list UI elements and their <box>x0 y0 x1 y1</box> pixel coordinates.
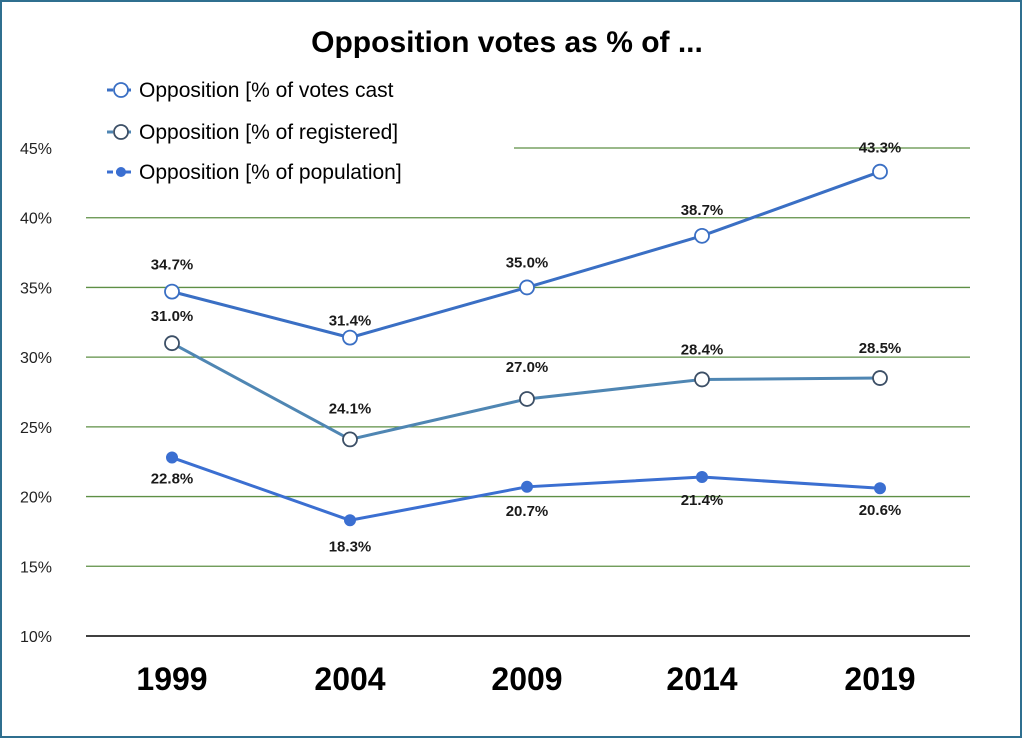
legend-label: Opposition [% of population] <box>139 161 402 184</box>
chart-title: Opposition votes as % of ... <box>311 26 703 59</box>
legend-swatch-marker <box>116 167 126 177</box>
data-label: 28.5% <box>859 340 902 357</box>
data-point <box>694 371 710 388</box>
data-point <box>164 335 180 352</box>
y-tick-label: 10% <box>20 629 52 646</box>
legend-label: Opposition [% of votes cast <box>139 79 394 102</box>
data-label: 31.0% <box>151 308 194 325</box>
x-tick-label: 2009 <box>491 661 562 697</box>
x-tick-label: 2004 <box>314 661 385 697</box>
y-tick-label: 45% <box>20 141 52 158</box>
x-axis-ticks: 1999 2004 2009 2014 2019 <box>136 661 915 697</box>
x-tick-label: 2019 <box>844 661 915 697</box>
y-tick-label: 35% <box>20 280 52 297</box>
data-point <box>872 163 888 180</box>
legend-swatch-marker <box>113 82 129 98</box>
data-point <box>344 514 356 527</box>
y-tick-label: 40% <box>20 211 52 228</box>
data-label: 27.0% <box>506 359 549 376</box>
data-point <box>521 480 533 493</box>
legend: Opposition [% of votes cast Opposition [%… <box>107 79 402 184</box>
x-tick-label: 2014 <box>666 661 737 697</box>
y-tick-label: 15% <box>20 559 52 576</box>
data-label: 35.0% <box>506 254 549 271</box>
data-point <box>342 329 358 346</box>
data-label: 20.6% <box>859 502 902 519</box>
legend-swatch-marker <box>113 124 129 140</box>
data-label: 34.7% <box>151 257 194 274</box>
legend-label: Opposition [% of registered] <box>139 121 398 144</box>
data-label: 24.1% <box>329 400 372 417</box>
data-label: 22.8% <box>151 471 194 488</box>
x-tick-label: 1999 <box>136 661 207 697</box>
legend-item: Opposition [% of population] <box>107 161 402 184</box>
data-point <box>872 370 888 386</box>
data-point <box>164 283 180 300</box>
legend-item: Opposition [% of votes cast <box>107 79 394 102</box>
series-2: 31.0% 24.1% 27.0% 28.4% 28.5% <box>151 308 902 448</box>
data-label: 28.4% <box>681 341 724 358</box>
data-point <box>694 227 710 244</box>
data-point <box>342 431 358 448</box>
data-label: 43.3% <box>859 140 902 157</box>
y-tick-label: 25% <box>20 420 52 437</box>
data-point <box>696 471 708 484</box>
data-label: 18.3% <box>329 538 372 555</box>
data-label: 38.7% <box>681 202 724 219</box>
data-point <box>519 279 535 296</box>
data-point <box>166 451 178 464</box>
data-label: 31.4% <box>329 313 372 330</box>
series-layer: 34.7% 31.4% 35.0% 38.7% 43.3% 31.0% 24.1% 27.0%… <box>151 140 902 556</box>
series-3: 22.8% 18.3% 20.7% 21.4% 20.6% <box>151 451 902 555</box>
data-label: 21.4% <box>681 492 724 509</box>
legend-item: Opposition [% of registered] <box>107 121 398 144</box>
y-tick-label: 30% <box>20 350 52 367</box>
y-tick-label: 20% <box>20 490 52 507</box>
series-1: 34.7% 31.4% 35.0% 38.7% 43.3% <box>151 140 902 346</box>
data-point <box>874 482 886 495</box>
data-point <box>519 391 535 407</box>
data-label: 20.7% <box>506 503 549 520</box>
y-axis-ticks: 10% 15% 20% 25% 30% 35% 40% 45% <box>20 141 52 646</box>
